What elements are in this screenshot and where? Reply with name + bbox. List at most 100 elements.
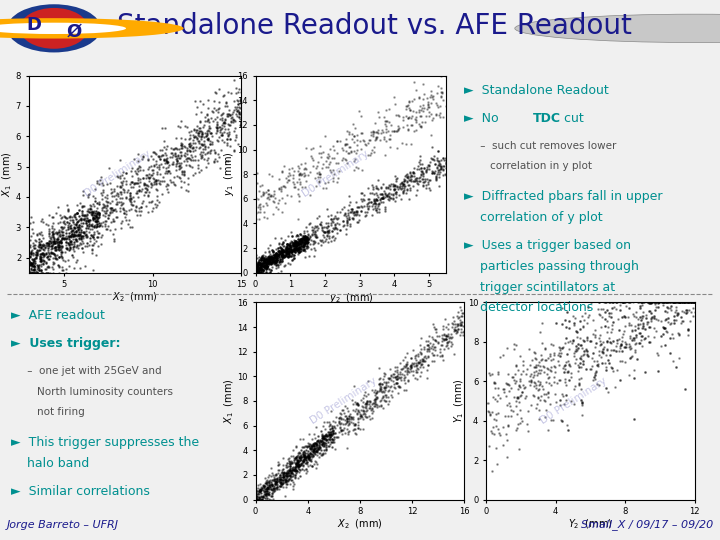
Point [318, 431, 330, 440]
Point [331, 137, 343, 145]
Point [426, 143, 438, 152]
Point [678, 298, 690, 307]
Point [256, 254, 267, 262]
Point [317, 431, 328, 440]
Point [312, 448, 323, 457]
Point [431, 101, 442, 110]
Point [132, 165, 143, 173]
Point [582, 303, 594, 312]
Point [320, 438, 331, 447]
Point [422, 161, 433, 170]
Point [50, 245, 62, 254]
Point [310, 423, 322, 432]
Point [71, 218, 82, 227]
Point [267, 254, 279, 263]
Point [70, 220, 81, 228]
Point [436, 89, 448, 97]
Point [356, 413, 368, 422]
Point [484, 442, 495, 450]
Point [662, 298, 674, 307]
Point [683, 306, 694, 315]
Point [349, 421, 361, 429]
Point [63, 225, 74, 233]
Point [400, 188, 411, 197]
Point [107, 206, 119, 214]
Point [542, 373, 554, 382]
Point [369, 119, 381, 127]
Point [185, 151, 197, 159]
Point [397, 179, 408, 188]
Point [138, 197, 149, 206]
Point [148, 147, 160, 156]
Point [81, 227, 92, 235]
Point [423, 103, 435, 112]
Point [270, 257, 282, 266]
Point [343, 414, 355, 423]
Point [253, 495, 264, 504]
Point [276, 251, 288, 260]
Point [643, 298, 654, 307]
Point [159, 124, 171, 132]
Point [284, 465, 296, 474]
Point [291, 241, 302, 250]
Point [282, 252, 293, 261]
Point [111, 195, 122, 204]
Point [555, 416, 567, 424]
Point [171, 171, 183, 180]
Point [294, 241, 306, 250]
Point [575, 373, 587, 382]
Point [279, 477, 291, 485]
Point [391, 183, 402, 192]
Point [297, 449, 309, 457]
Point [203, 122, 215, 130]
Point [366, 386, 378, 394]
Point [545, 355, 557, 364]
Point [603, 359, 615, 368]
Point [291, 244, 302, 252]
Point [50, 228, 61, 237]
Point [48, 228, 59, 237]
Point [282, 469, 293, 477]
Point [220, 118, 231, 127]
Point [313, 211, 325, 220]
Point [154, 170, 166, 179]
Point [418, 178, 429, 186]
Point [76, 202, 87, 211]
Point [304, 443, 315, 452]
Point [420, 373, 432, 382]
Point [562, 420, 573, 429]
Point [286, 468, 297, 476]
Point [99, 202, 110, 211]
Point [614, 300, 626, 309]
Point [34, 243, 45, 252]
Point [673, 298, 685, 307]
Point [369, 204, 380, 212]
Point [254, 182, 266, 191]
Point [299, 451, 310, 460]
Point [274, 478, 286, 487]
Point [297, 241, 308, 250]
Point [263, 193, 274, 201]
Point [671, 311, 683, 320]
Point [131, 188, 143, 197]
Text: halo band: halo band [11, 457, 89, 470]
Point [452, 325, 464, 334]
Point [624, 345, 636, 354]
Point [433, 181, 445, 190]
Point [302, 231, 313, 239]
Point [392, 125, 404, 133]
Point [90, 217, 102, 225]
Point [123, 215, 135, 224]
Point [300, 235, 312, 244]
Point [606, 363, 617, 372]
Point [307, 452, 318, 461]
Point [559, 315, 570, 324]
Point [379, 390, 390, 399]
Point [490, 394, 501, 403]
Point [276, 256, 288, 265]
Point [434, 352, 446, 360]
Point [364, 397, 376, 406]
Point [80, 224, 91, 232]
Point [402, 173, 413, 181]
Point [267, 210, 279, 219]
